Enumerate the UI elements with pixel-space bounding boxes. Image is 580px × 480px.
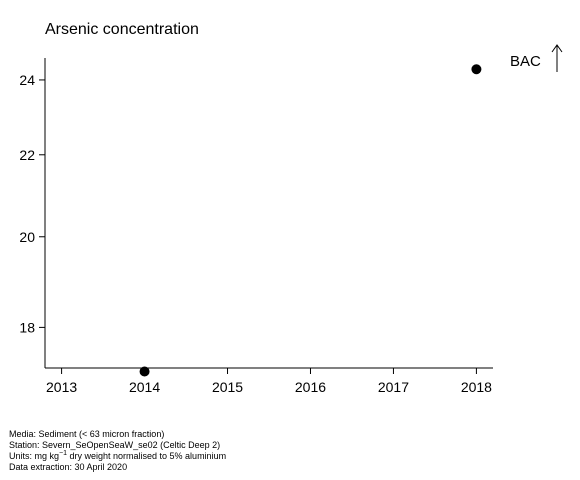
data-points — [139, 64, 482, 377]
chart-title: Arsenic concentration — [45, 21, 199, 38]
data-point — [139, 366, 150, 377]
y-tick-label: 24 — [19, 72, 35, 88]
y-tick-label: 18 — [19, 319, 35, 335]
x-tick-label: 2018 — [461, 379, 492, 395]
bac-label: BAC — [510, 53, 541, 70]
bac-annotation: BAC — [510, 44, 563, 72]
footer-units-suffix: dry weight normalised to 5% aluminium — [67, 451, 227, 461]
x-tick-label: 2015 — [212, 379, 243, 395]
footer-station: Station: Severn_SeOpenSeaW_se02 (Celtic … — [9, 440, 221, 450]
x-tick-label: 2017 — [378, 379, 409, 395]
footer-media: Media: Sediment (< 63 micron fraction) — [9, 429, 165, 439]
y-tick-label: 22 — [19, 147, 35, 163]
x-tick-label: 2016 — [295, 379, 326, 395]
chart: Arsenic concentration 2013 2014 2015 2016 20… — [19, 21, 563, 395]
data-point — [471, 64, 482, 75]
bac-arrow-head — [551, 44, 563, 53]
axes: 2013 2014 2015 2016 2017 2018 18 20 22 24 — [19, 58, 493, 395]
y-tick-label: 20 — [19, 229, 35, 245]
x-tick-label: 2013 — [46, 379, 77, 395]
footer-units-prefix: Units: mg kg — [9, 451, 60, 461]
footer-units-exponent: −1 — [59, 450, 67, 457]
footer-extraction: Data extraction: 30 April 2020 — [9, 462, 128, 472]
footer-units: Units: mg kg−1 dry weight normalised to … — [9, 450, 227, 462]
x-tick-label: 2014 — [129, 379, 160, 395]
chart-footer: Media: Sediment (< 63 micron fraction) S… — [9, 429, 226, 473]
